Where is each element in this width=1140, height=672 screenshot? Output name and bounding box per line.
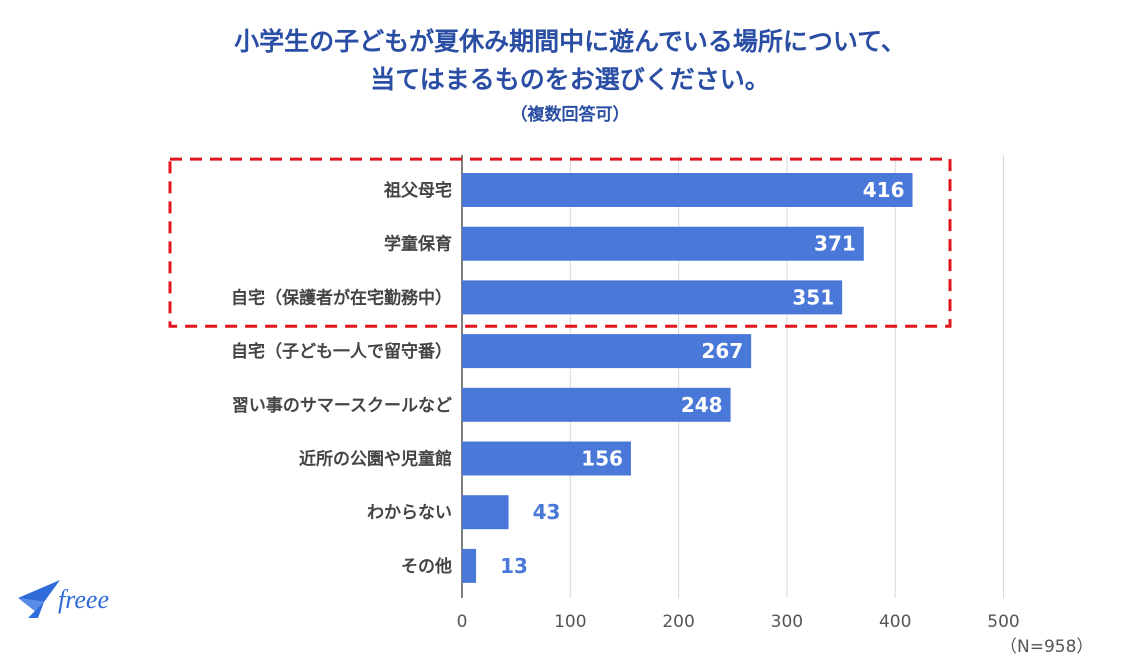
category-label: 自宅（子ども一人で留守番）: [231, 341, 452, 362]
category-label: わからない: [367, 503, 452, 523]
x-tick-label: 400: [879, 612, 911, 632]
bar: [462, 173, 913, 207]
data-label: 13: [500, 554, 528, 578]
data-label: 248: [681, 393, 723, 417]
category-label: 祖父母宅: [383, 180, 452, 201]
bar: [462, 548, 477, 583]
bar: [462, 495, 509, 530]
x-tick-label: 200: [662, 612, 694, 632]
data-label: 351: [792, 285, 834, 309]
category-label: 近所の公園や児童館: [299, 449, 452, 470]
chart-title-line2: 当てはまるものをお選びください。: [370, 65, 770, 94]
logo-text: freee: [58, 585, 109, 614]
category-label: その他: [401, 556, 452, 577]
sample-size-label: （N=958）: [1000, 637, 1094, 657]
category-label: 学童保育: [384, 234, 452, 255]
bird-icon: [18, 580, 60, 618]
data-label: 43: [533, 500, 561, 524]
bar: [462, 334, 752, 369]
chart-title-note: （複数回答可）: [510, 105, 630, 125]
chart-title-line1: 小学生の子どもが夏休み期間中に遊んでいる場所について、: [234, 27, 906, 56]
bar: [462, 441, 631, 476]
category-label: 自宅（保護者が在宅勤務中）: [231, 287, 452, 308]
freee-logo: freee: [18, 580, 109, 618]
x-tick-label: 0: [457, 612, 468, 632]
highlight-box: [168, 157, 952, 328]
data-label: 267: [701, 339, 743, 363]
data-label: 416: [863, 178, 905, 202]
x-tick-label: 100: [554, 612, 586, 632]
data-label: 371: [814, 232, 856, 256]
bar: [462, 226, 864, 261]
bar: [462, 387, 731, 422]
x-tick-label: 300: [771, 612, 803, 632]
data-label: 156: [581, 447, 623, 471]
x-tick-label: 500: [987, 612, 1019, 632]
bar: [462, 280, 843, 315]
category-label: 習い事のサマースクールなど: [232, 396, 452, 416]
